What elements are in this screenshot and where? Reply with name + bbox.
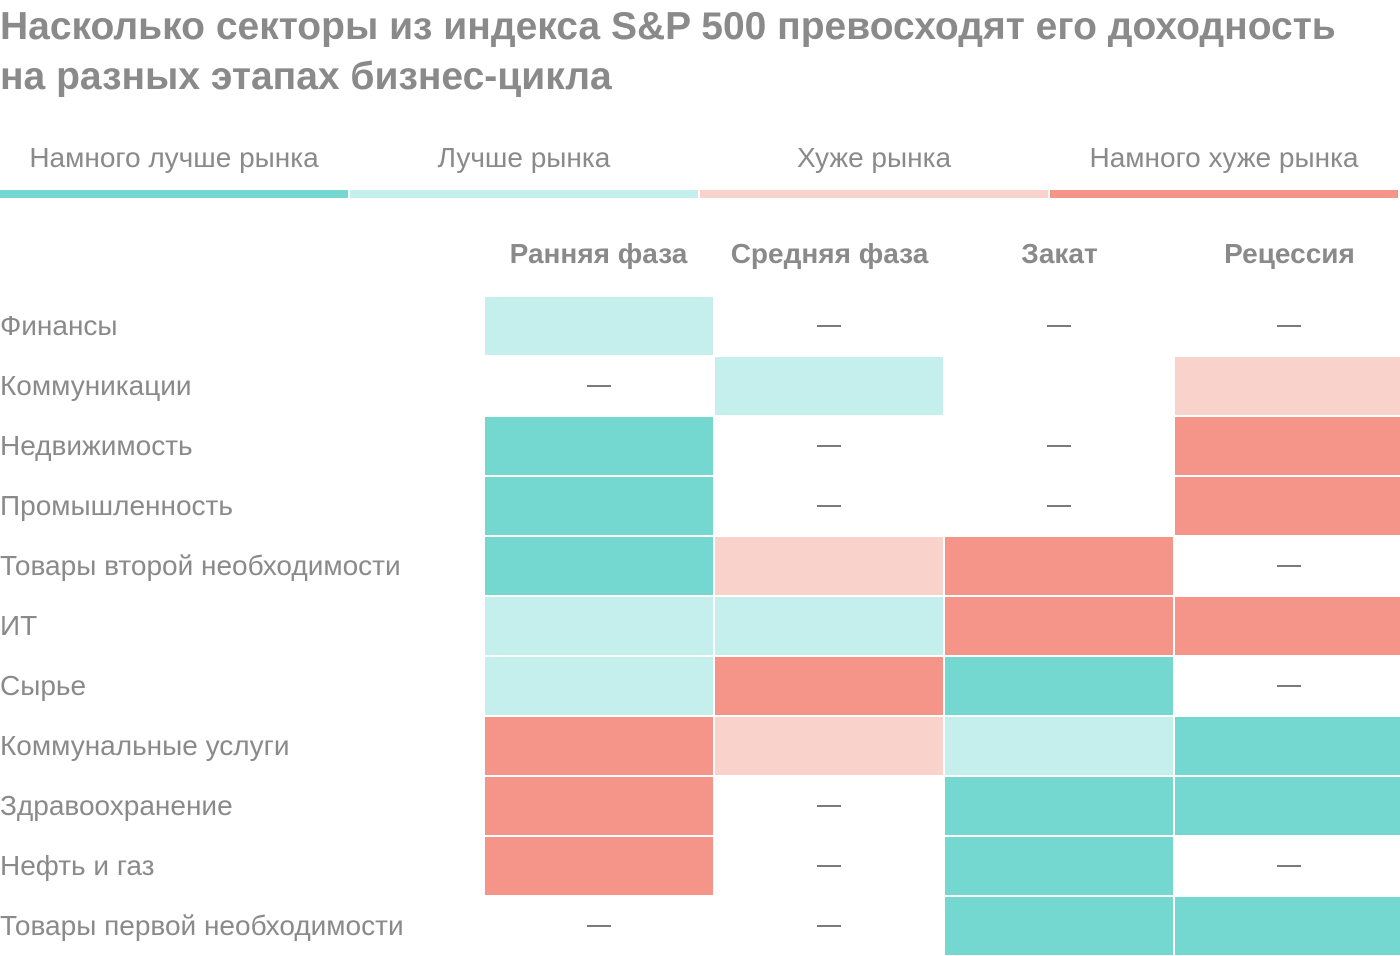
legend-swatch (0, 190, 348, 198)
legend-label: Лучше рынка (437, 142, 611, 173)
heatmap-cell (945, 897, 1173, 955)
heatmap-cell (715, 897, 943, 955)
legend-item-much-better: Намного лучше рынка (0, 140, 348, 200)
column-header: Ранняя фаза (509, 238, 688, 269)
heatmap-cell (1175, 417, 1400, 475)
heatmap-cell (945, 537, 1173, 595)
no-data-dash (1277, 325, 1301, 327)
no-data-dash (817, 925, 841, 927)
heatmap-cell (1175, 897, 1400, 955)
heatmap-cell (1175, 297, 1400, 355)
heatmap-cell (945, 597, 1173, 655)
heatmap-cell (485, 297, 713, 355)
no-data-dash (1047, 325, 1071, 327)
heatmap-cell (945, 837, 1173, 895)
heatmap-cell (715, 537, 943, 595)
heatmap-cell (945, 357, 1173, 415)
chart-title: Насколько секторы из индекса S&P 500 пре… (0, 5, 1336, 98)
row-label: Товары второй необходимости (0, 550, 401, 581)
row-label: Нефть и газ (0, 850, 155, 881)
row-label: Финансы (0, 310, 118, 341)
heatmap-cell (945, 657, 1173, 715)
no-data-dash (817, 445, 841, 447)
heatmap-cell (945, 777, 1173, 835)
heatmap-cell (485, 837, 713, 895)
column-header: Средняя фаза (730, 238, 929, 269)
no-data-dash (817, 325, 841, 327)
heatmap-cell (715, 357, 943, 415)
no-data-dash (1277, 865, 1301, 867)
column-header: Рецессия (1224, 238, 1355, 269)
no-data-dash (817, 805, 841, 807)
legend-label: Намного хуже рынка (1089, 142, 1359, 173)
heatmap-cell (485, 357, 713, 415)
legend-swatch (700, 190, 1048, 198)
heatmap-cell (1175, 717, 1400, 775)
legend-swatch (1050, 190, 1398, 198)
row-label: Товары первой необходимости (0, 910, 404, 941)
heatmap-cell (485, 897, 713, 955)
heatmap-cell (1175, 477, 1400, 535)
no-data-dash (1277, 685, 1301, 687)
legend-item-worse: Хуже рынка (700, 140, 1048, 200)
no-data-dash (817, 505, 841, 507)
no-data-dash (587, 385, 611, 387)
heatmap-cell (485, 777, 713, 835)
legend-label: Намного лучше рынка (29, 142, 319, 173)
legend-swatch (350, 190, 698, 198)
heatmap-cell (485, 417, 713, 475)
no-data-dash (1047, 505, 1071, 507)
heatmap-cell (485, 537, 713, 595)
heatmap-cell (715, 417, 943, 475)
heatmap-cell (1175, 537, 1400, 595)
heatmap-cell (485, 597, 713, 655)
no-data-dash (587, 925, 611, 927)
no-data-dash (817, 865, 841, 867)
heatmap-cell (485, 717, 713, 775)
row-label: Коммунальные услуги (0, 730, 290, 761)
heatmap-cell (485, 477, 713, 535)
heatmap-cell (715, 477, 943, 535)
heatmap-cell (715, 717, 943, 775)
legend-label: Хуже рынка (796, 142, 952, 173)
heatmap-cell (1175, 597, 1400, 655)
no-data-dash (1047, 445, 1071, 447)
row-label: Недвижимость (0, 430, 193, 461)
row-label: Сырье (0, 670, 87, 701)
heatmap-cell (1175, 777, 1400, 835)
row-label: Здравоохранение (0, 790, 233, 821)
heatmap-cell (715, 597, 943, 655)
no-data-dash (1277, 565, 1301, 567)
heatmap-cell (945, 717, 1173, 775)
heatmap-cell (945, 297, 1173, 355)
heatmap-cell (715, 297, 943, 355)
row-label: ИТ (0, 610, 38, 641)
legend-item-much-worse: Намного хуже рынка (1050, 140, 1398, 200)
legend-item-better: Лучше рынка (350, 140, 698, 200)
heatmap-cell (715, 657, 943, 715)
heatmap-cell (945, 477, 1173, 535)
heatmap-cell (1175, 837, 1400, 895)
heatmap-cell (1175, 657, 1400, 715)
heatmap-cell (715, 777, 943, 835)
row-label: Промышленность (0, 490, 233, 521)
heatmap-cell (715, 837, 943, 895)
column-header: Закат (1021, 238, 1098, 269)
heatmap-cell (1175, 357, 1400, 415)
heatmap-cell (945, 417, 1173, 475)
row-label: Коммуникации (0, 370, 192, 401)
legend: Намного лучше рынка Лучше рынка Хуже рынка… (0, 140, 1400, 200)
heatmap-cell (485, 657, 713, 715)
